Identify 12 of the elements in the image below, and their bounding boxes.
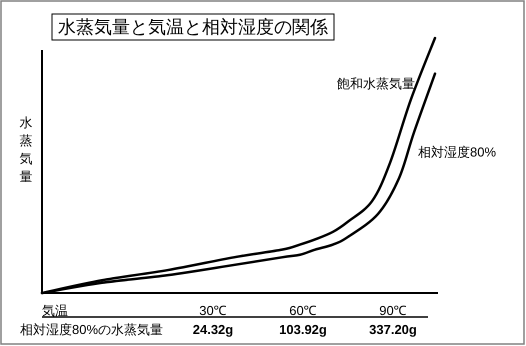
text: 337.20g <box>369 322 417 337</box>
chart-title: 水蒸気量と気温と相対湿度の関係 <box>58 17 328 37</box>
series-label: 相対湿度80% <box>418 144 496 160</box>
text: 相対湿度80%の水蒸気量 <box>20 322 164 337</box>
x-axis-title: 気温 <box>42 303 68 318</box>
y-axis-title: 水蒸気量 <box>20 115 32 184</box>
text: 103.92g <box>279 322 327 337</box>
x-tick-label: 60℃ <box>289 303 317 318</box>
text: 24.32g <box>192 322 234 337</box>
x-tick-label: 30℃ <box>199 303 227 318</box>
series-label: 飽和水蒸気量 <box>337 76 415 91</box>
x-tick-label: 90℃ <box>379 303 407 318</box>
